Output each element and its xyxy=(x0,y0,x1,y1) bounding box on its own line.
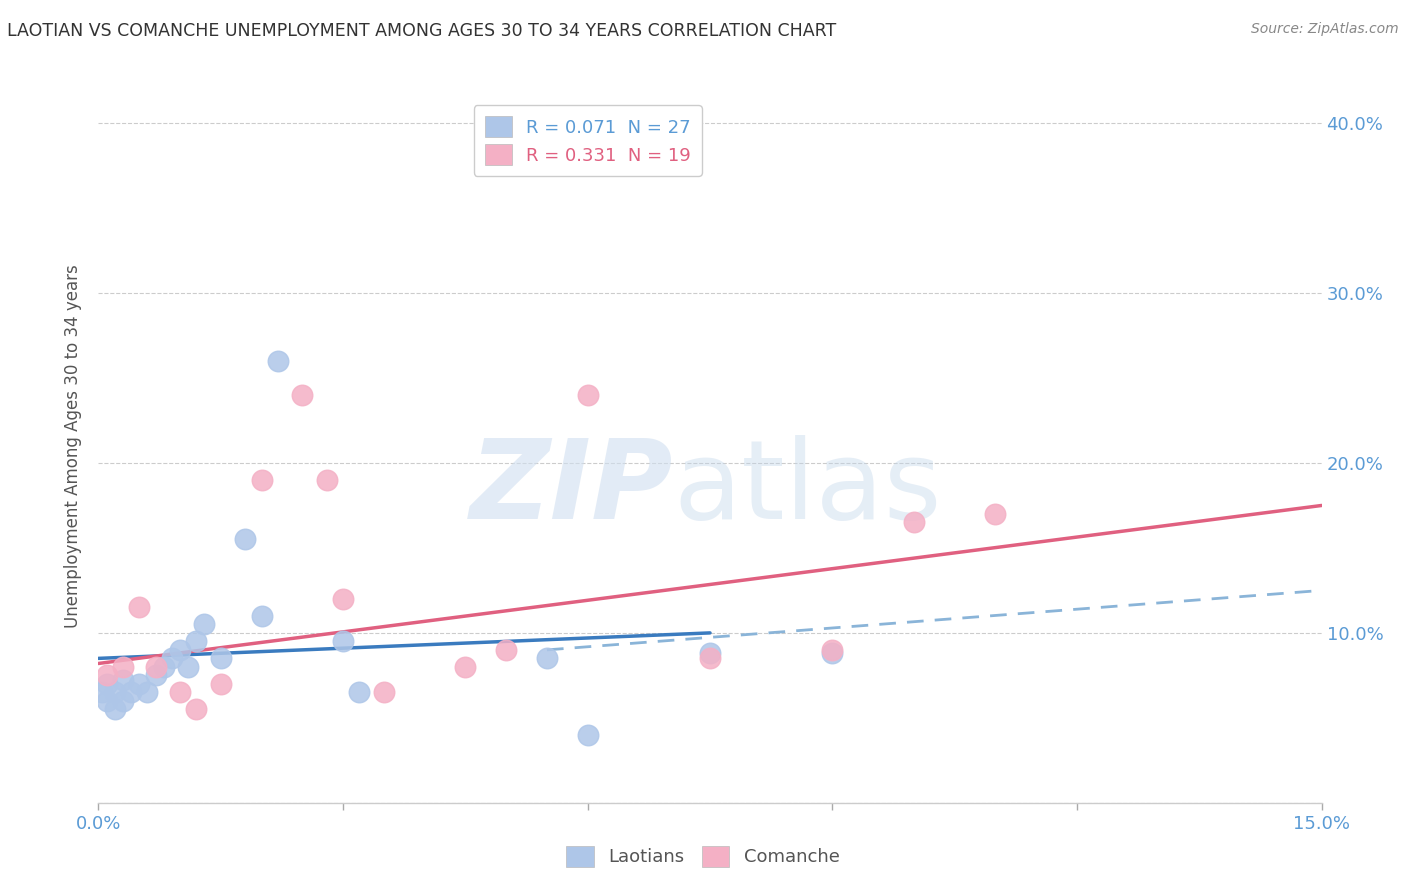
Point xyxy=(177,660,200,674)
Point xyxy=(984,507,1007,521)
Point xyxy=(903,516,925,530)
Point xyxy=(209,677,232,691)
Point xyxy=(186,702,208,716)
Point xyxy=(96,677,118,691)
Point xyxy=(250,473,273,487)
Point xyxy=(145,660,167,674)
Point xyxy=(315,473,337,487)
Point xyxy=(104,702,127,716)
Text: LAOTIAN VS COMANCHE UNEMPLOYMENT AMONG AGES 30 TO 34 YEARS CORRELATION CHART: LAOTIAN VS COMANCHE UNEMPLOYMENT AMONG A… xyxy=(7,22,837,40)
Point xyxy=(111,673,134,688)
Legend: Laotians, Comanche: Laotians, Comanche xyxy=(560,838,846,874)
Point xyxy=(536,651,558,665)
Point xyxy=(233,533,256,547)
Point xyxy=(495,643,517,657)
Legend: R = 0.071  N = 27, R = 0.331  N = 19: R = 0.071 N = 27, R = 0.331 N = 19 xyxy=(474,105,702,176)
Point xyxy=(291,388,314,402)
Point xyxy=(699,646,721,660)
Point xyxy=(821,646,844,660)
Point xyxy=(91,685,114,699)
Point xyxy=(193,617,215,632)
Point xyxy=(96,694,118,708)
Point xyxy=(169,685,191,699)
Point xyxy=(96,668,118,682)
Point xyxy=(128,600,150,615)
Point xyxy=(128,677,150,691)
Point xyxy=(821,643,844,657)
Point xyxy=(186,634,208,648)
Point xyxy=(267,354,290,368)
Text: Source: ZipAtlas.com: Source: ZipAtlas.com xyxy=(1251,22,1399,37)
Point xyxy=(332,591,354,606)
Point xyxy=(250,608,273,623)
Point xyxy=(152,660,174,674)
Point xyxy=(576,388,599,402)
Point xyxy=(454,660,477,674)
Point xyxy=(169,643,191,657)
Point xyxy=(111,694,134,708)
Point xyxy=(373,685,395,699)
Point xyxy=(349,685,371,699)
Y-axis label: Unemployment Among Ages 30 to 34 years: Unemployment Among Ages 30 to 34 years xyxy=(65,264,83,628)
Point xyxy=(136,685,159,699)
Point xyxy=(209,651,232,665)
Point xyxy=(120,685,142,699)
Text: ZIP: ZIP xyxy=(470,435,673,542)
Point xyxy=(576,728,599,742)
Point xyxy=(332,634,354,648)
Point xyxy=(145,668,167,682)
Point xyxy=(111,660,134,674)
Point xyxy=(104,685,127,699)
Text: atlas: atlas xyxy=(673,435,942,542)
Point xyxy=(160,651,183,665)
Point xyxy=(699,651,721,665)
